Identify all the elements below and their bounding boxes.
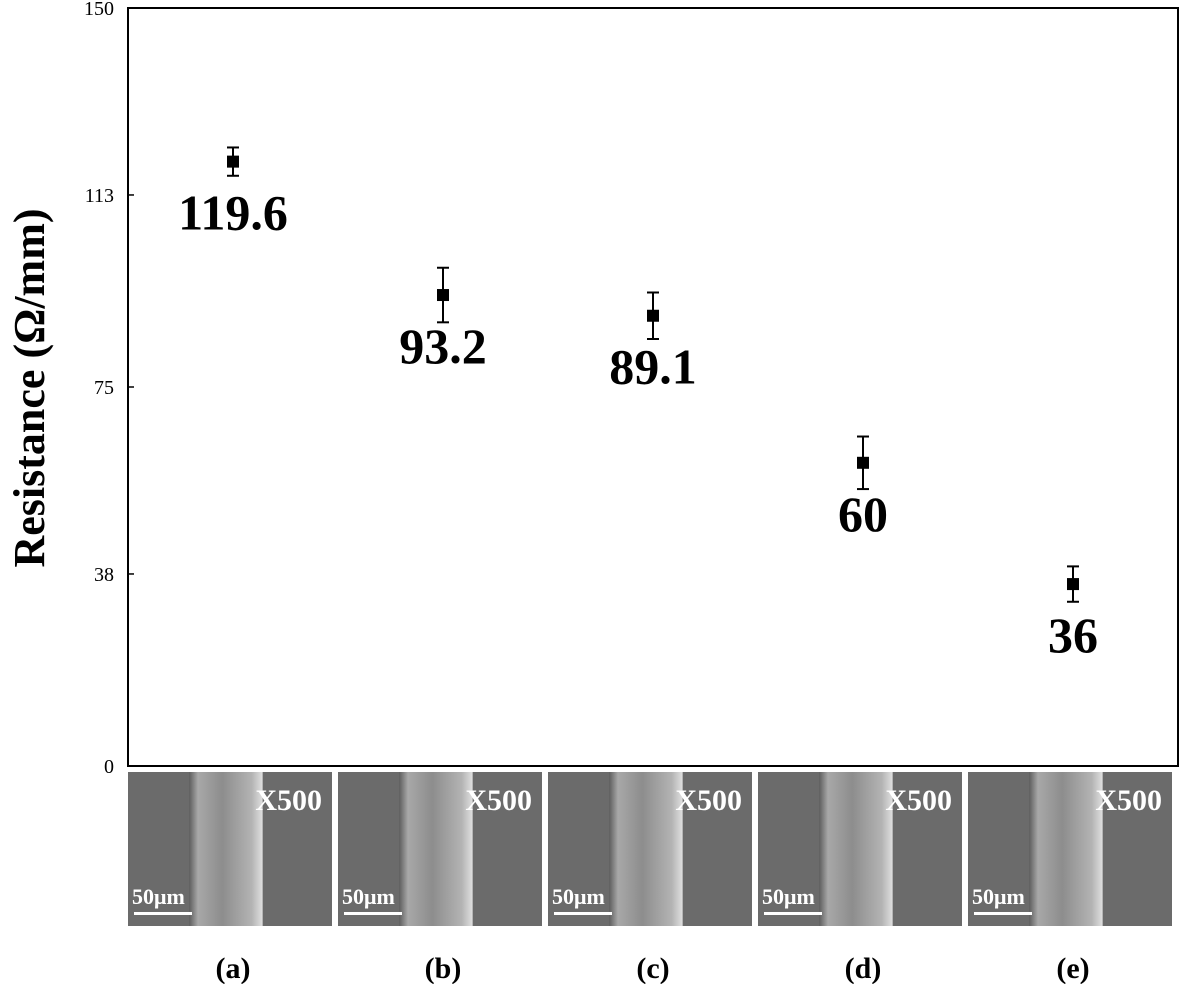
y-tick-label: 38	[94, 564, 114, 586]
data-label: 89.1	[609, 339, 697, 395]
scale-bar	[554, 912, 612, 915]
magnification-label: X500	[465, 784, 532, 817]
data-label: 36	[1048, 607, 1098, 663]
panel-letter: (c)	[636, 952, 669, 984]
sem-fiber	[1029, 772, 1103, 926]
y-tick-label: 75	[94, 377, 114, 399]
sem-fiber	[819, 772, 893, 926]
data-point-group: 36	[1048, 565, 1098, 663]
sem-fiber	[399, 772, 473, 926]
data-point	[857, 456, 869, 469]
data-point	[647, 309, 659, 322]
sem-panel: 50μm X500 (e)	[968, 772, 1172, 984]
scale-bar	[764, 912, 822, 915]
magnification-label: X500	[255, 784, 322, 817]
data-label: 60	[838, 486, 888, 542]
magnification-label: X500	[675, 784, 742, 817]
panel-letter: (a)	[216, 952, 251, 984]
data-point	[437, 289, 449, 302]
scale-bar-label: 50μm	[552, 884, 605, 909]
scale-bar	[974, 912, 1032, 915]
data-point	[227, 155, 239, 168]
data-point-group: 93.2	[399, 266, 487, 374]
y-tick-label: 150	[84, 0, 114, 20]
scale-bar-label: 50μm	[762, 884, 815, 909]
data-point-group: 60	[838, 435, 888, 542]
sem-panel: 50μm X500 (d)	[758, 772, 962, 984]
sem-fiber	[609, 772, 683, 926]
sem-panel: 50μm X500 (b)	[338, 772, 542, 984]
scale-bar-label: 50μm	[342, 884, 395, 909]
sem-panel: 50μm X500 (a)	[128, 772, 332, 984]
data-point-group: 89.1	[609, 291, 697, 395]
data-label: 119.6	[178, 185, 288, 241]
scale-bar-label: 50μm	[132, 884, 185, 909]
panel-letter: (e)	[1056, 952, 1089, 984]
scale-bar-label: 50μm	[972, 884, 1025, 909]
sem-panel: 50μm X500 (c)	[548, 772, 752, 984]
magnification-label: X500	[885, 784, 952, 817]
panel-letter: (d)	[845, 952, 882, 984]
data-label: 93.2	[399, 318, 487, 374]
data-point	[1067, 578, 1079, 591]
y-tick-label: 113	[85, 185, 114, 207]
sem-fiber	[189, 772, 263, 926]
y-axis-title: Resistance (Ω/mm)	[5, 208, 54, 567]
magnification-label: X500	[1095, 784, 1162, 817]
scale-bar	[134, 912, 192, 915]
panel-letter: (b)	[425, 952, 462, 984]
scale-bar	[344, 912, 402, 915]
y-tick-label: 0	[104, 756, 114, 778]
data-point-group: 119.6	[178, 146, 288, 241]
